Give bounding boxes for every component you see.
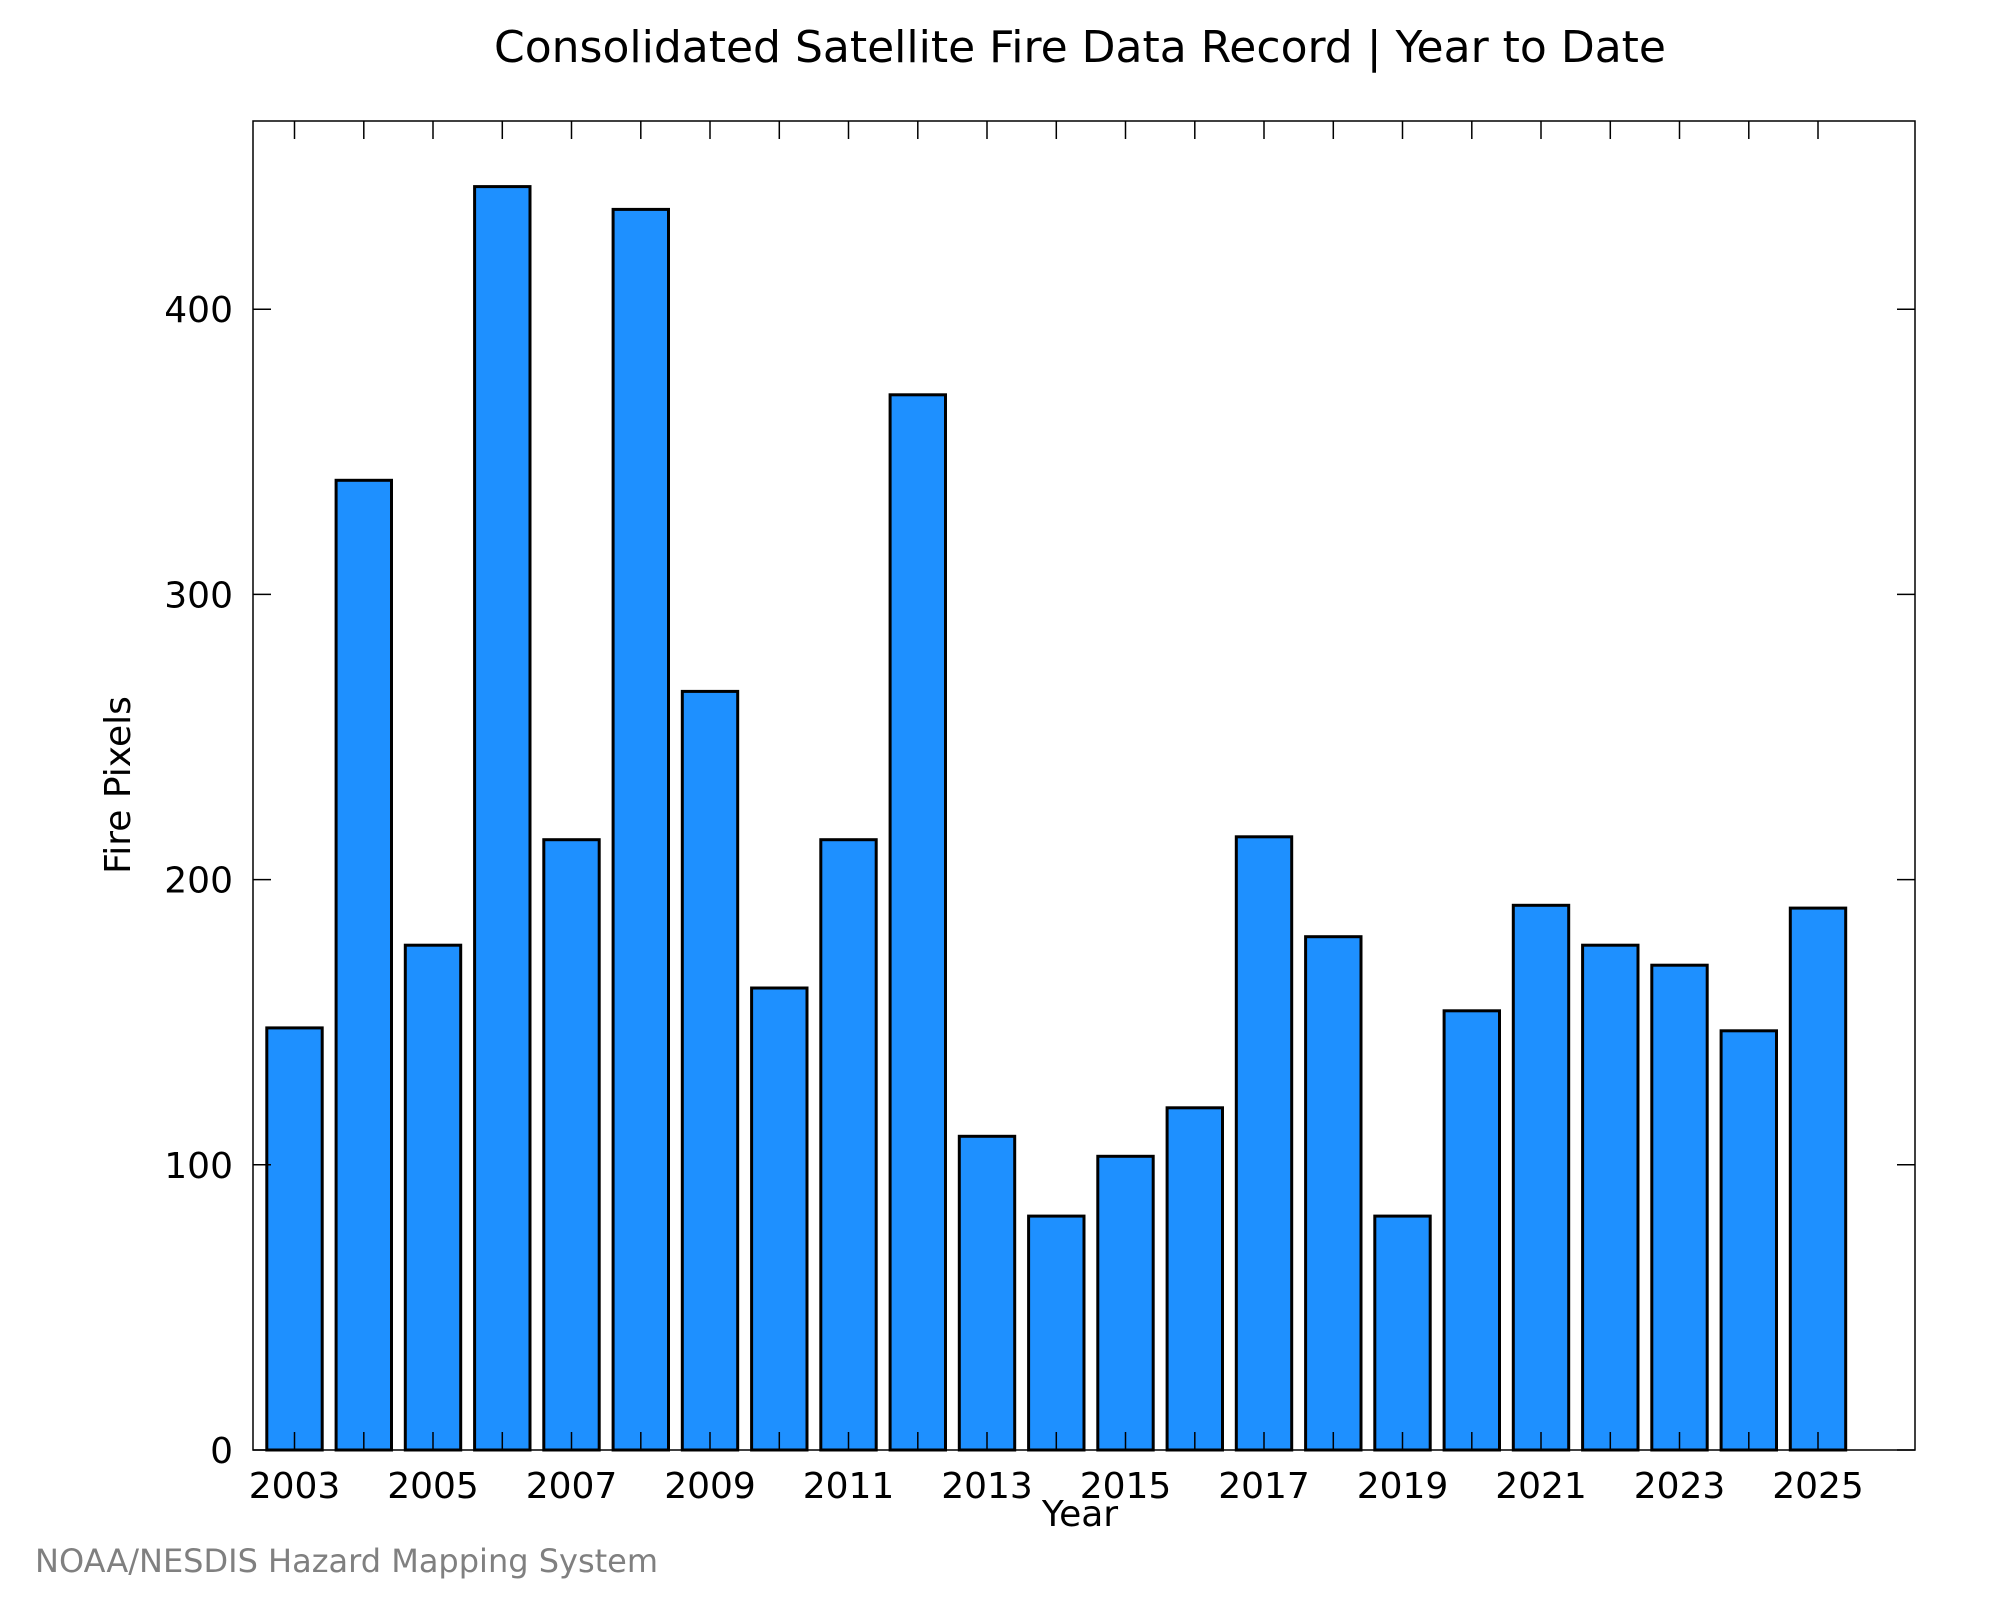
bar-2006 <box>473 185 532 1452</box>
x-tick-label: 2015 <box>1080 1466 1172 1507</box>
bar-2005 <box>403 943 463 1452</box>
y-axis-label: Fire Pixels <box>98 696 139 874</box>
bar-2007 <box>542 838 601 1452</box>
bar-2020 <box>1442 1009 1501 1452</box>
bar-2009 <box>680 689 740 1452</box>
bar-2011 <box>819 838 878 1452</box>
x-tick-label: 2005 <box>387 1466 479 1507</box>
y-tick-label: 300 <box>164 575 233 616</box>
x-tick-label: 2011 <box>803 1466 895 1507</box>
x-tick-label: 2021 <box>1495 1466 1587 1507</box>
bar-2023 <box>1650 963 1709 1452</box>
bar-2025 <box>1788 906 1848 1452</box>
bar-2013 <box>957 1134 1017 1452</box>
x-tick-label: 2017 <box>1218 1466 1310 1507</box>
x-tick-label: 2009 <box>664 1466 756 1507</box>
y-axis-tick-labels: 0 100 200 300 400 <box>164 290 233 1472</box>
y-tick-label: 100 <box>164 1146 233 1187</box>
bar-2004 <box>334 478 394 1452</box>
x-tick-label: 2003 <box>249 1466 341 1507</box>
y-tick-label: 0 <box>210 1431 233 1472</box>
chart-title: Consolidated Satellite Fire Data Record … <box>494 22 1666 73</box>
x-tick-label: 2019 <box>1357 1466 1449 1507</box>
bar-2021 <box>1511 903 1571 1452</box>
bar-2003 <box>265 1026 324 1452</box>
bar-2012 <box>888 393 947 1452</box>
bar-2015 <box>1096 1154 1155 1452</box>
x-tick-label: 2023 <box>1634 1466 1726 1507</box>
x-axis-label: Year <box>1041 1494 1118 1535</box>
x-tick-label: 2007 <box>526 1466 618 1507</box>
y-tick-label: 400 <box>164 290 233 331</box>
bar-2008 <box>611 207 670 1452</box>
bar-2017 <box>1234 835 1294 1452</box>
x-tick-label: 2025 <box>1772 1466 1864 1507</box>
bars-group <box>265 185 1848 1452</box>
axis-ticks <box>253 121 1915 1451</box>
x-axis-tick-labels: 2003 2005 2007 2009 2011 2013 2015 2017 2019 2021… <box>249 1466 1864 1507</box>
bar-2019 <box>1373 1214 1432 1452</box>
x-tick-label: 2013 <box>941 1466 1033 1507</box>
source-credit: NOAA/NESDIS Hazard Mapping System <box>35 1542 658 1580</box>
bar-2010 <box>750 986 809 1452</box>
bar-2018 <box>1304 935 1363 1452</box>
bar-2014 <box>1027 1214 1086 1452</box>
bar-2016 <box>1165 1106 1224 1452</box>
y-tick-label: 200 <box>164 861 233 902</box>
bar-2024 <box>1719 1029 1778 1452</box>
plot-frame <box>252 120 1916 1451</box>
bar-2022 <box>1581 943 1640 1452</box>
